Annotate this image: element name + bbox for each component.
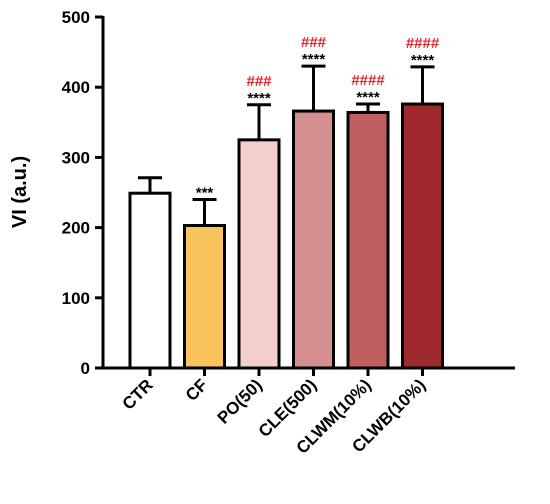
- significance-hashes: ###: [246, 73, 272, 90]
- error-bars: [138, 64, 435, 226]
- y-axis-title: VI (a.u.): [9, 156, 31, 228]
- y-tick-label: 200: [62, 219, 90, 238]
- bar: [183, 223, 226, 370]
- y-tick-label: 500: [62, 8, 90, 27]
- significance-stars: ****: [247, 90, 271, 107]
- y-tick-label: 0: [81, 359, 90, 378]
- y-tick-label: 400: [62, 78, 90, 97]
- bar: [237, 138, 281, 370]
- x-category-label: CF: [182, 375, 211, 404]
- bar: [346, 110, 390, 370]
- bar: [401, 102, 444, 370]
- significance-stars: ****: [411, 52, 435, 69]
- significance-hashes: ###: [301, 34, 327, 51]
- significance-hashes: ####: [406, 35, 440, 52]
- y-tick-label: 100: [62, 289, 90, 308]
- significance-hashes: ####: [351, 72, 385, 89]
- category-labels: CTR CF PO(50)CLE(500)CLWM(10%)CLWB(10%): [119, 375, 430, 457]
- x-category-label: CTR: [119, 375, 157, 413]
- significance-stars: ****: [302, 51, 326, 68]
- bars: [128, 102, 444, 370]
- bar: [128, 191, 172, 370]
- y-tick-label: 300: [62, 148, 90, 167]
- significance-labels: *******###****###****####****####: [196, 34, 440, 201]
- y-axis: 0 100 200 300 400 500: [62, 8, 105, 378]
- x-category-label: PO(50): [214, 375, 266, 427]
- significance-stars: ****: [356, 89, 380, 106]
- significance-stars: ***: [196, 185, 214, 202]
- bar: [292, 109, 335, 370]
